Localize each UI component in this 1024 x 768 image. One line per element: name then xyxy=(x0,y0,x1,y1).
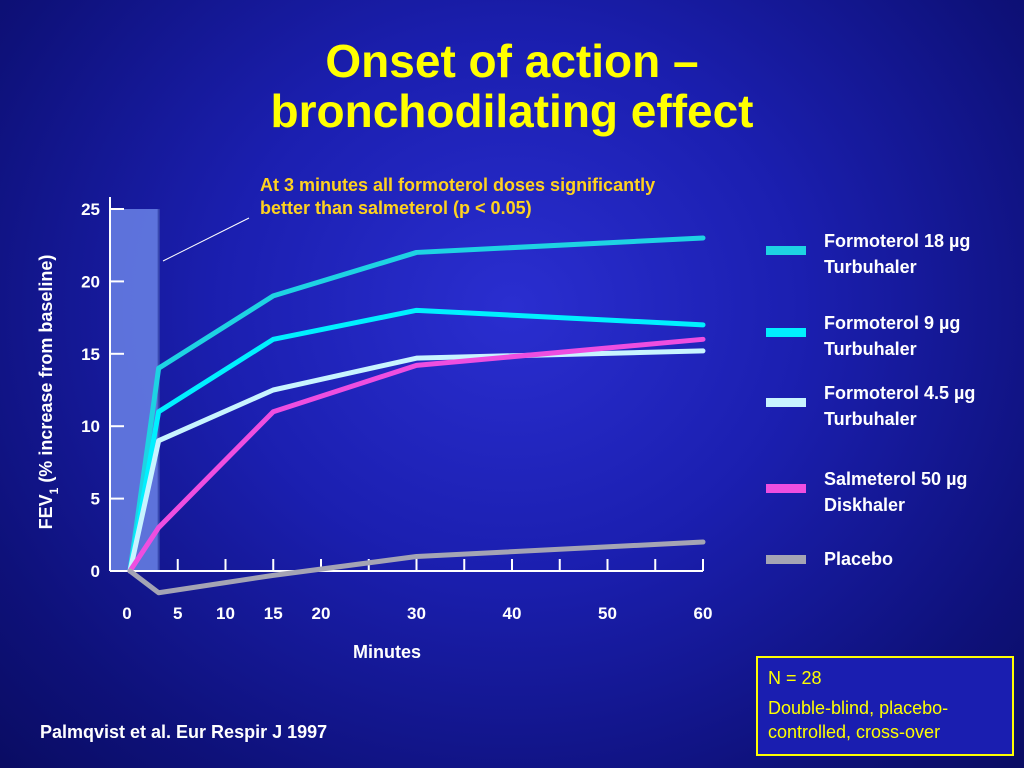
legend-swatch xyxy=(766,484,806,493)
annotation-line-1: At 3 minutes all formoterol doses signif… xyxy=(260,175,656,195)
series-line-4 xyxy=(127,336,706,574)
series-line-5 xyxy=(127,539,706,596)
x-tick-label: 20 xyxy=(312,604,331,623)
slide-title-line-2: bronchodilating effect xyxy=(270,85,754,137)
x-tick-label: 10 xyxy=(216,604,235,623)
x-tick-label: 40 xyxy=(503,604,522,623)
x-tick-label: 0 xyxy=(122,604,131,623)
x-tick-label: 50 xyxy=(598,604,617,623)
study-design: Double-blind, placebo-controlled, cross-… xyxy=(768,698,949,742)
series-line-1 xyxy=(127,235,706,574)
legend-swatch xyxy=(766,555,806,564)
x-axis-title: Minutes xyxy=(353,642,421,662)
annotation-leader-line xyxy=(162,217,250,262)
x-tick-label: 60 xyxy=(694,604,713,623)
y-tick-label: 10 xyxy=(81,417,100,436)
series-line-3 xyxy=(127,348,706,574)
y-tick-label: 25 xyxy=(81,200,100,219)
significance-annotation: At 3 minutes all formoterol doses signif… xyxy=(260,174,780,220)
legend-swatch xyxy=(766,246,806,255)
sample-size: N = 28 xyxy=(768,668,822,688)
study-note-box: N = 28 Double-blind, placebo-controlled,… xyxy=(756,656,1014,756)
x-tick-label: 30 xyxy=(407,604,426,623)
y-tick-label: 5 xyxy=(91,490,100,509)
x-tick-label: 15 xyxy=(264,604,283,623)
citation: Palmqvist et al. Eur Respir J 1997 xyxy=(40,722,328,742)
legend-label: Placebo xyxy=(824,549,894,569)
y-tick-label: 20 xyxy=(81,272,100,291)
legend-label: Formoterol 18 µg Turbuhaler xyxy=(824,231,971,277)
legend-swatch xyxy=(766,398,806,407)
slide-title: Onset of action – bronchodilating effect xyxy=(0,36,1024,136)
legend-label: Salmeterol 50 µg Diskhaler xyxy=(824,469,968,515)
annotation-line-2: better than salmeterol (p < 0.05) xyxy=(260,198,532,218)
x-tick-label: 5 xyxy=(173,604,182,623)
legend-label: Formoterol 9 µg Turbuhaler xyxy=(824,313,961,359)
series-line-2 xyxy=(127,307,706,574)
highlight-band xyxy=(110,209,159,571)
y-axis-title: FEV1 (% increase from baseline) xyxy=(36,255,61,530)
y-tick-label: 15 xyxy=(81,345,100,364)
y-tick-label: 0 xyxy=(91,562,100,581)
legend-swatch xyxy=(766,328,806,337)
slide-title-line-1: Onset of action – xyxy=(325,35,699,87)
legend-label: Formoterol 4.5 µg Turbuhaler xyxy=(824,383,976,429)
